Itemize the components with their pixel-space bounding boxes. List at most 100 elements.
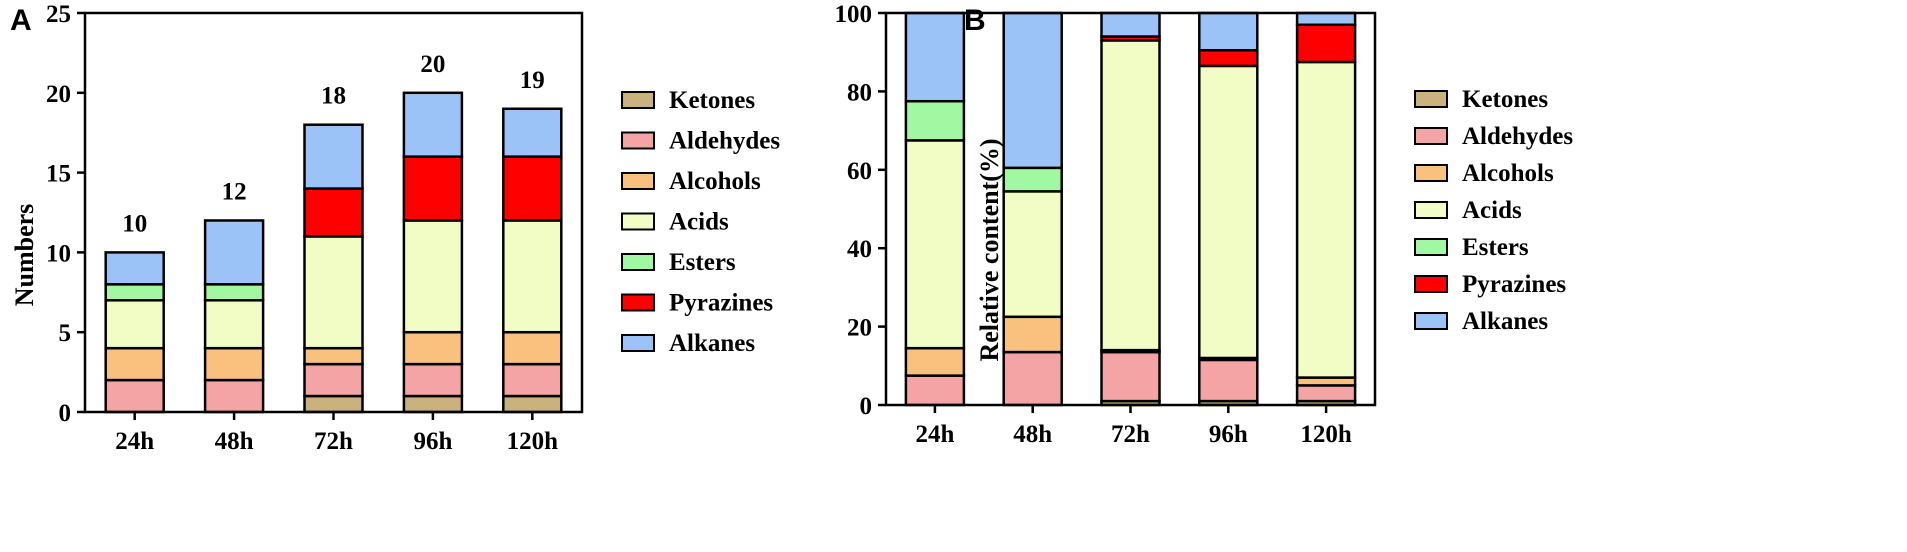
legend-label-alcohols: Alcohols bbox=[1462, 160, 1554, 187]
legend-swatch-alkanes bbox=[621, 334, 655, 352]
bar-segment-acids-72h bbox=[1100, 39, 1161, 352]
bars bbox=[104, 91, 563, 414]
panel-a-label: A bbox=[10, 4, 32, 37]
bar-segment-aldehydes-72h bbox=[303, 362, 364, 398]
legend-swatch-aldehydes bbox=[1414, 127, 1448, 145]
bar-segment-alkanes-120h bbox=[1295, 11, 1357, 27]
bar-segment-aldehydes-120h bbox=[502, 362, 563, 398]
legend-swatch-ketones bbox=[621, 91, 655, 109]
bar-segment-aldehydes-48h bbox=[1002, 350, 1063, 407]
bar-segment-alkanes-24h bbox=[104, 251, 165, 286]
legend-swatch-acids bbox=[1414, 201, 1448, 219]
legend-swatch-pyrazines bbox=[621, 293, 655, 312]
bar-segment-acids-96h bbox=[1198, 64, 1259, 360]
panel-b-label: B bbox=[964, 4, 986, 37]
bar-segment-alcohols-24h bbox=[904, 346, 966, 377]
bar-segment-alkanes-96h bbox=[1198, 11, 1259, 52]
bar-segment-pyrazines-96h bbox=[402, 155, 464, 222]
bar-segment-aldehydes-96h bbox=[402, 362, 464, 398]
legend-swatch-esters bbox=[621, 253, 655, 271]
x-tick-label: 72h bbox=[1111, 421, 1150, 448]
bar-segment-acids-120h bbox=[1295, 60, 1357, 379]
bar-segment-esters-24h bbox=[104, 283, 165, 302]
legend-swatch-alkanes bbox=[1414, 312, 1448, 330]
x-tick-label: 48h bbox=[215, 428, 254, 455]
bar-segment-acids-48h bbox=[1002, 190, 1063, 319]
legend-label-ketones: Ketones bbox=[669, 87, 755, 114]
bar-segment-aldehydes-96h bbox=[1198, 358, 1259, 403]
bar-segment-acids-120h bbox=[502, 219, 563, 334]
y-tick-label: 100 bbox=[835, 1, 873, 28]
y-tick-label: 5 bbox=[59, 320, 72, 347]
bars bbox=[904, 11, 1357, 407]
bar-segment-acids-72h bbox=[303, 235, 364, 350]
y-tick-label: 0 bbox=[59, 400, 72, 427]
bar-segment-alkanes-72h bbox=[303, 123, 364, 190]
legend: Ketones Aldehydes Alcohols Acids Esters Pyraz… bbox=[621, 87, 780, 357]
bar-segment-esters-24h bbox=[904, 99, 966, 142]
bar-segment-aldehydes-24h bbox=[104, 378, 165, 414]
bar-segment-alcohols-48h bbox=[1002, 315, 1063, 354]
bar-segment-pyrazines-72h bbox=[303, 187, 364, 238]
y-tick-label: 15 bbox=[46, 161, 71, 188]
total-label: 18 bbox=[321, 83, 346, 110]
legend-swatch-acids bbox=[621, 212, 655, 231]
y-tick-label: 20 bbox=[46, 81, 71, 108]
total-label: 10 bbox=[122, 210, 147, 237]
total-label: 19 bbox=[520, 67, 545, 94]
bar-segment-esters-48h bbox=[1002, 166, 1063, 193]
bar-segment-aldehydes-48h bbox=[203, 378, 265, 414]
bar-segment-alkanes-120h bbox=[502, 107, 563, 158]
legend-swatch-aldehydes bbox=[621, 131, 655, 150]
bar-segment-ketones-96h bbox=[402, 394, 464, 414]
bar-segment-aldehydes-24h bbox=[904, 374, 966, 407]
y-tick-label: 80 bbox=[847, 79, 872, 106]
bar-segment-alkanes-96h bbox=[402, 91, 464, 158]
y-tick-label: 0 bbox=[860, 393, 873, 420]
panel-a-chart: A Numbers 24h 10 48h 12 72h 18 96h 20 120h 19 0 5 10… bbox=[10, 1, 780, 455]
legend-label-esters: Esters bbox=[669, 249, 736, 276]
x-tick-label: 72h bbox=[314, 428, 353, 455]
bar-segment-alkanes-24h bbox=[904, 11, 966, 103]
bar-segment-acids-48h bbox=[203, 299, 265, 350]
x-tick-label: 120h bbox=[507, 428, 559, 455]
legend-label-pyrazines: Pyrazines bbox=[1462, 271, 1566, 298]
bar-segment-alcohols-96h bbox=[402, 330, 464, 366]
bar-segment-ketones-120h bbox=[502, 394, 563, 414]
y-tick-label: 40 bbox=[847, 236, 872, 263]
legend-swatch-alcohols bbox=[1414, 164, 1448, 182]
bar-segment-acids-24h bbox=[904, 139, 966, 350]
y-tick-label: 25 bbox=[46, 1, 71, 28]
legend-swatch-pyrazines bbox=[1414, 275, 1448, 293]
x-tick-label: 120h bbox=[1300, 421, 1352, 448]
legend: Ketones Aldehydes Alcohols Acids Esters Pyraz… bbox=[1414, 86, 1573, 335]
x-tick-label: 48h bbox=[1013, 421, 1052, 448]
total-label: 20 bbox=[420, 51, 445, 78]
x-tick-label: 96h bbox=[413, 428, 452, 455]
x-tick-label: 96h bbox=[1209, 421, 1248, 448]
total-label: 12 bbox=[222, 178, 247, 205]
legend-swatch-ketones bbox=[1414, 90, 1448, 108]
legend-label-alkanes: Alkanes bbox=[669, 330, 755, 357]
legend-label-aldehydes: Aldehydes bbox=[1462, 123, 1573, 150]
bar-segment-alkanes-48h bbox=[1002, 11, 1063, 170]
bar-segment-alcohols-48h bbox=[203, 346, 265, 382]
bar-segment-aldehydes-72h bbox=[1100, 350, 1161, 403]
bar-segment-alkanes-72h bbox=[1100, 11, 1161, 38]
legend-label-aldehydes: Aldehydes bbox=[669, 128, 780, 155]
x-tick-label: 24h bbox=[915, 421, 954, 448]
bar-segment-ketones-72h bbox=[303, 394, 364, 414]
legend-label-ketones: Ketones bbox=[1462, 86, 1548, 113]
plot-frame bbox=[884, 11, 1377, 407]
bar-segment-esters-48h bbox=[203, 283, 265, 302]
bar-segment-alkanes-48h bbox=[203, 219, 265, 286]
bar-segment-aldehydes-120h bbox=[1295, 384, 1357, 403]
bar-segment-alcohols-120h bbox=[502, 330, 563, 366]
bar-segment-pyrazines-96h bbox=[1198, 48, 1259, 68]
y-tick-label: 20 bbox=[847, 315, 872, 342]
y-tick-label: 60 bbox=[847, 158, 872, 185]
plot-frame bbox=[83, 11, 584, 414]
legend-swatch-esters bbox=[1414, 238, 1448, 256]
legend-label-esters: Esters bbox=[1462, 234, 1529, 261]
